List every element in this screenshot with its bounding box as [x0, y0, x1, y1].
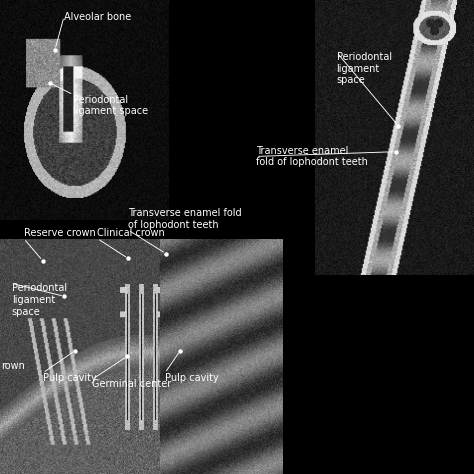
Text: Periodontal
ligament space: Periodontal ligament space	[73, 95, 148, 117]
Text: Transverse enamel
fold of lophodont teeth: Transverse enamel fold of lophodont teet…	[256, 146, 368, 167]
Text: Reserve crown: Reserve crown	[24, 228, 95, 238]
Text: rown: rown	[1, 361, 25, 371]
Text: Alveolar bone: Alveolar bone	[64, 11, 131, 22]
Text: Pulp cavity: Pulp cavity	[43, 373, 96, 383]
Text: Pulp cavity: Pulp cavity	[165, 373, 219, 383]
Text: Germinal center: Germinal center	[92, 379, 172, 389]
Text: Transverse enamel fold
of lophodont teeth: Transverse enamel fold of lophodont teet…	[128, 208, 242, 230]
Text: Periodontal
ligament
space: Periodontal ligament space	[337, 52, 392, 85]
Text: Periodontal
ligament
space: Periodontal ligament space	[12, 283, 67, 317]
Text: Clinical crown: Clinical crown	[97, 228, 165, 238]
